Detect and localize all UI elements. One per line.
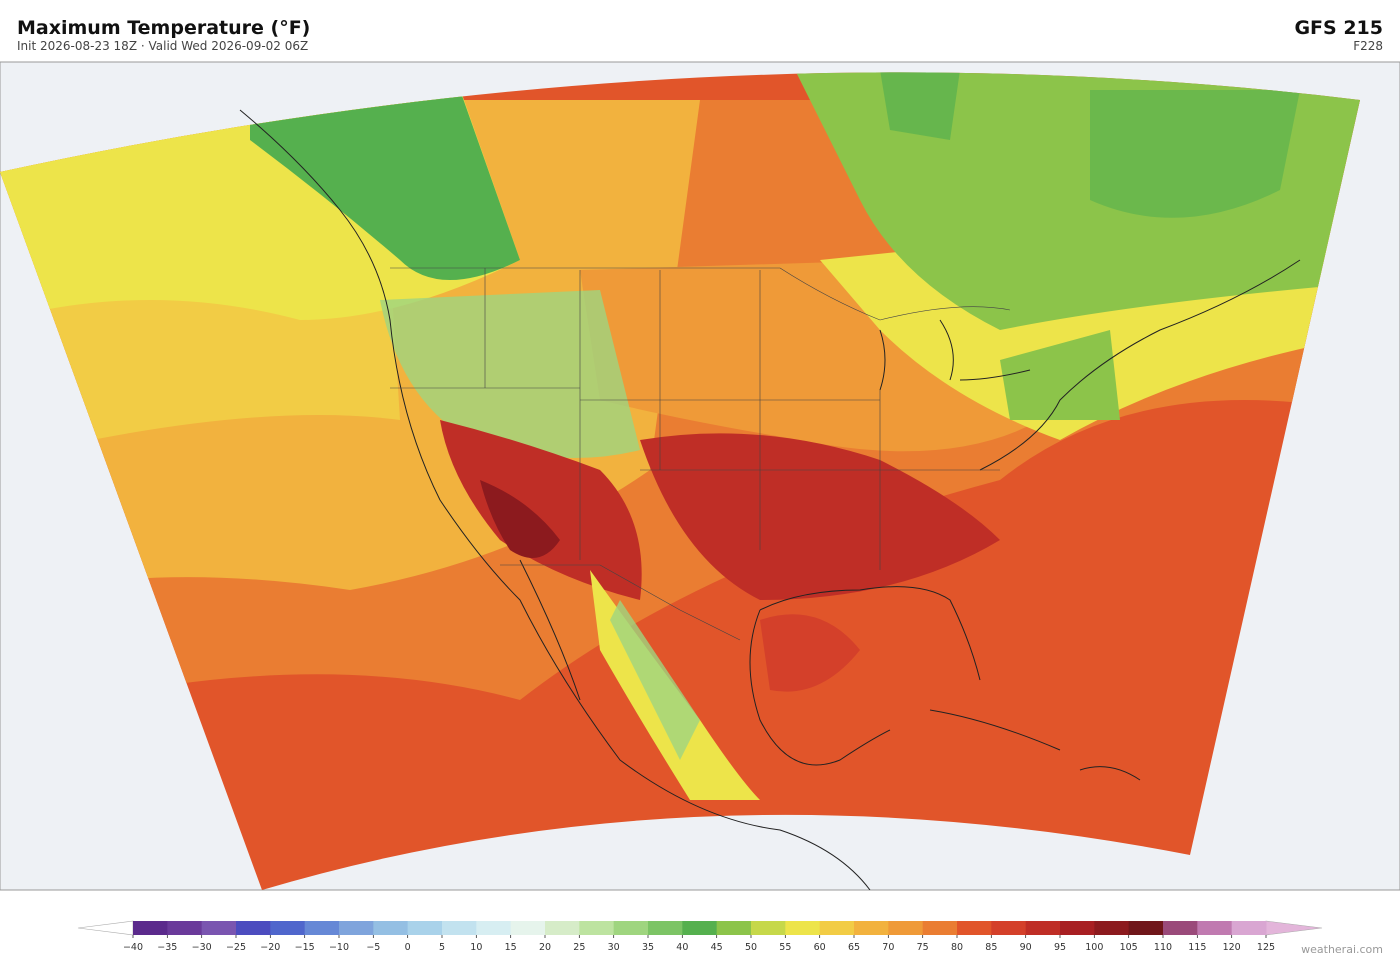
colorbar-tick-label: 120 [1223, 942, 1241, 953]
colorbar-tick-label: 110 [1154, 942, 1172, 953]
colorbar: −40 −35 −30 −25 −20 −15 −10 −5 0 5 10 15 20 25 30 35 40 4… [77, 920, 1323, 953]
colorbar-swatch [819, 921, 855, 935]
colorbar-swatch [991, 921, 1027, 935]
colorbar-swatch [1197, 921, 1233, 935]
colorbar-tick-label: −5 [366, 942, 380, 953]
colorbar-swatch [579, 921, 615, 935]
colorbar-tick-label: 85 [985, 942, 997, 953]
coastlines [239, 109, 1301, 890]
colorbar-swatch [442, 921, 477, 935]
colorbar-tick-label: 125 [1257, 942, 1275, 953]
colorbar-swatch [133, 921, 168, 935]
colorbar-swatch [957, 921, 992, 935]
colorbar-tick-label: 80 [951, 942, 963, 953]
colorbar-tick-label: 5 [439, 942, 445, 953]
colorbar-swatch [236, 921, 271, 935]
colorbar-tick-label: 15 [505, 942, 517, 953]
colorbar-swatch [339, 921, 374, 935]
colorbar-tick-label: −30 [192, 942, 212, 953]
colorbar-tick-label: 115 [1188, 942, 1206, 953]
colorbar-swatch [407, 921, 443, 935]
colorbar-swatch [270, 921, 306, 935]
colorbar-tick-label: 10 [470, 942, 482, 953]
colorbar-swatch [682, 921, 718, 935]
colorbar-tick-label: 100 [1085, 942, 1103, 953]
colorbar-tick-label: −35 [157, 942, 177, 953]
colorbar-swatch [785, 921, 821, 935]
colorbar-tick-label: −10 [329, 942, 349, 953]
model: GFS 215 [1294, 17, 1383, 39]
colorbar-swatch [1231, 921, 1267, 935]
colorbar-swatch [545, 921, 580, 935]
colorbar-swatch [167, 921, 203, 935]
borders [390, 267, 1011, 641]
forecast-hour: F228 [1353, 39, 1383, 53]
colorbar-tick-label: 20 [539, 942, 551, 953]
colorbar-swatch [888, 921, 924, 935]
colorbar-swatch [648, 921, 683, 935]
colorbar-swatch [304, 921, 340, 935]
colorbar-tick-label: 70 [882, 942, 894, 953]
colorbar-swatch [476, 921, 512, 935]
colorbar-tick-label: 45 [711, 942, 723, 953]
colorbar-tick-label: 105 [1120, 942, 1138, 953]
colorbar-swatch [1163, 921, 1198, 935]
colorbar-tick-label: 35 [642, 942, 654, 953]
temperature-field [0, 72, 1360, 890]
map [0, 61, 1400, 891]
colorbar-swatch [1025, 921, 1061, 935]
colorbar-swatch [922, 921, 958, 935]
colorbar-tick-label: 50 [745, 942, 757, 953]
colorbar-tick-label: −25 [226, 942, 246, 953]
colorbar-tick-label: 65 [848, 942, 860, 953]
colorbar-tick-label: 75 [917, 942, 929, 953]
colorbar-tick-label: 30 [608, 942, 620, 953]
colorbar-tick-label: −15 [295, 942, 315, 953]
colorbar-swatch [854, 921, 889, 935]
colorbar-swatch [1060, 921, 1095, 935]
colorbar-swatch [1094, 921, 1130, 935]
colorbar-swatch [373, 921, 409, 935]
colorbar-tick-label: 0 [405, 942, 411, 953]
colorbar-swatch [751, 921, 786, 935]
colorbar-swatch [1128, 921, 1164, 935]
colorbar-tick-label: 25 [573, 942, 585, 953]
colorbar-tick-label: −40 [123, 942, 143, 953]
colorbar-tick-label: 40 [676, 942, 688, 953]
colorbar-tick-label: 90 [1020, 942, 1032, 953]
subtitle: Init 2026-08-23 18Z · Valid Wed 2026-09-… [17, 39, 308, 53]
colorbar-tick-label: 55 [779, 942, 791, 953]
watermark: weatherai.com [1301, 943, 1383, 956]
colorbar-swatch [716, 921, 752, 935]
colorbar-tick-label: 60 [814, 942, 826, 953]
colorbar-swatch [510, 921, 546, 935]
colorbar-tick-label: −20 [260, 942, 280, 953]
colorbar-tick-label: 95 [1054, 942, 1066, 953]
colorbar-swatch [613, 921, 649, 935]
title: Maximum Temperature (°F) [17, 17, 310, 39]
colorbar-swatch [201, 921, 237, 935]
